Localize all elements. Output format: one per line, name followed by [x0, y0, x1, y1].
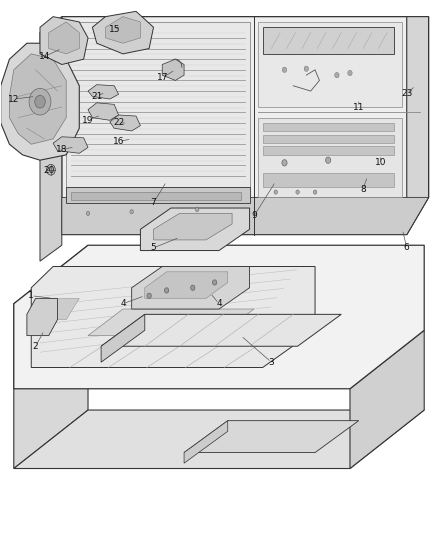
Polygon shape [110, 115, 141, 131]
Text: 15: 15 [109, 26, 120, 35]
Text: 7: 7 [151, 198, 156, 207]
Circle shape [130, 209, 134, 214]
Polygon shape [88, 103, 119, 120]
Polygon shape [14, 245, 88, 469]
Circle shape [274, 190, 278, 194]
Text: 12: 12 [8, 94, 19, 103]
Text: 20: 20 [43, 166, 54, 175]
Polygon shape [407, 17, 428, 235]
Circle shape [348, 70, 352, 76]
Polygon shape [62, 17, 428, 235]
Polygon shape [1, 43, 79, 160]
Circle shape [86, 211, 90, 215]
Polygon shape [258, 22, 403, 107]
Polygon shape [258, 118, 403, 197]
Circle shape [296, 190, 299, 194]
Polygon shape [10, 54, 66, 144]
Text: 9: 9 [251, 212, 257, 221]
Text: 11: 11 [353, 102, 364, 111]
Polygon shape [132, 266, 250, 309]
Polygon shape [88, 309, 254, 336]
Polygon shape [153, 213, 232, 240]
Circle shape [304, 66, 308, 71]
Circle shape [212, 280, 217, 285]
Polygon shape [92, 11, 153, 54]
Polygon shape [141, 208, 250, 251]
Polygon shape [145, 272, 228, 298]
Polygon shape [263, 123, 394, 132]
Circle shape [335, 72, 339, 78]
Polygon shape [14, 410, 424, 469]
Polygon shape [101, 314, 145, 362]
Polygon shape [31, 266, 315, 368]
Circle shape [147, 293, 151, 298]
Circle shape [29, 88, 51, 115]
Text: 14: 14 [39, 52, 50, 61]
Polygon shape [66, 187, 250, 203]
Polygon shape [53, 137, 88, 154]
Polygon shape [49, 22, 79, 54]
Text: 2: 2 [33, 342, 39, 351]
Text: 19: 19 [82, 116, 94, 125]
Circle shape [325, 157, 331, 164]
Text: 1: 1 [28, 291, 34, 300]
Text: 3: 3 [268, 358, 274, 367]
Circle shape [313, 190, 317, 194]
Circle shape [46, 165, 55, 175]
Text: 21: 21 [91, 92, 102, 101]
Text: 5: 5 [151, 244, 156, 253]
Text: 17: 17 [156, 73, 168, 82]
Polygon shape [40, 17, 62, 261]
Polygon shape [263, 173, 394, 187]
Polygon shape [71, 192, 241, 200]
Circle shape [191, 285, 195, 290]
Text: 10: 10 [375, 158, 386, 167]
Text: 16: 16 [113, 137, 124, 146]
Text: 23: 23 [401, 89, 413, 98]
Polygon shape [184, 421, 228, 463]
Polygon shape [62, 197, 428, 235]
Circle shape [282, 160, 287, 166]
Text: 18: 18 [56, 145, 67, 154]
Text: 22: 22 [113, 118, 124, 127]
Polygon shape [35, 298, 79, 320]
Polygon shape [40, 17, 88, 64]
Polygon shape [27, 298, 57, 336]
Text: 6: 6 [404, 244, 410, 253]
Text: 8: 8 [360, 185, 366, 194]
Circle shape [164, 288, 169, 293]
Text: 4: 4 [120, 299, 126, 308]
Circle shape [35, 95, 45, 108]
Polygon shape [106, 17, 141, 43]
Circle shape [195, 207, 199, 212]
Polygon shape [350, 330, 424, 469]
Polygon shape [263, 147, 394, 155]
Polygon shape [14, 245, 424, 389]
Polygon shape [162, 59, 184, 80]
Polygon shape [101, 314, 341, 346]
Polygon shape [88, 85, 119, 99]
Polygon shape [66, 22, 250, 187]
Polygon shape [184, 421, 359, 453]
Polygon shape [263, 27, 394, 54]
Polygon shape [263, 135, 394, 143]
Circle shape [283, 67, 287, 72]
Text: 4: 4 [216, 299, 222, 308]
